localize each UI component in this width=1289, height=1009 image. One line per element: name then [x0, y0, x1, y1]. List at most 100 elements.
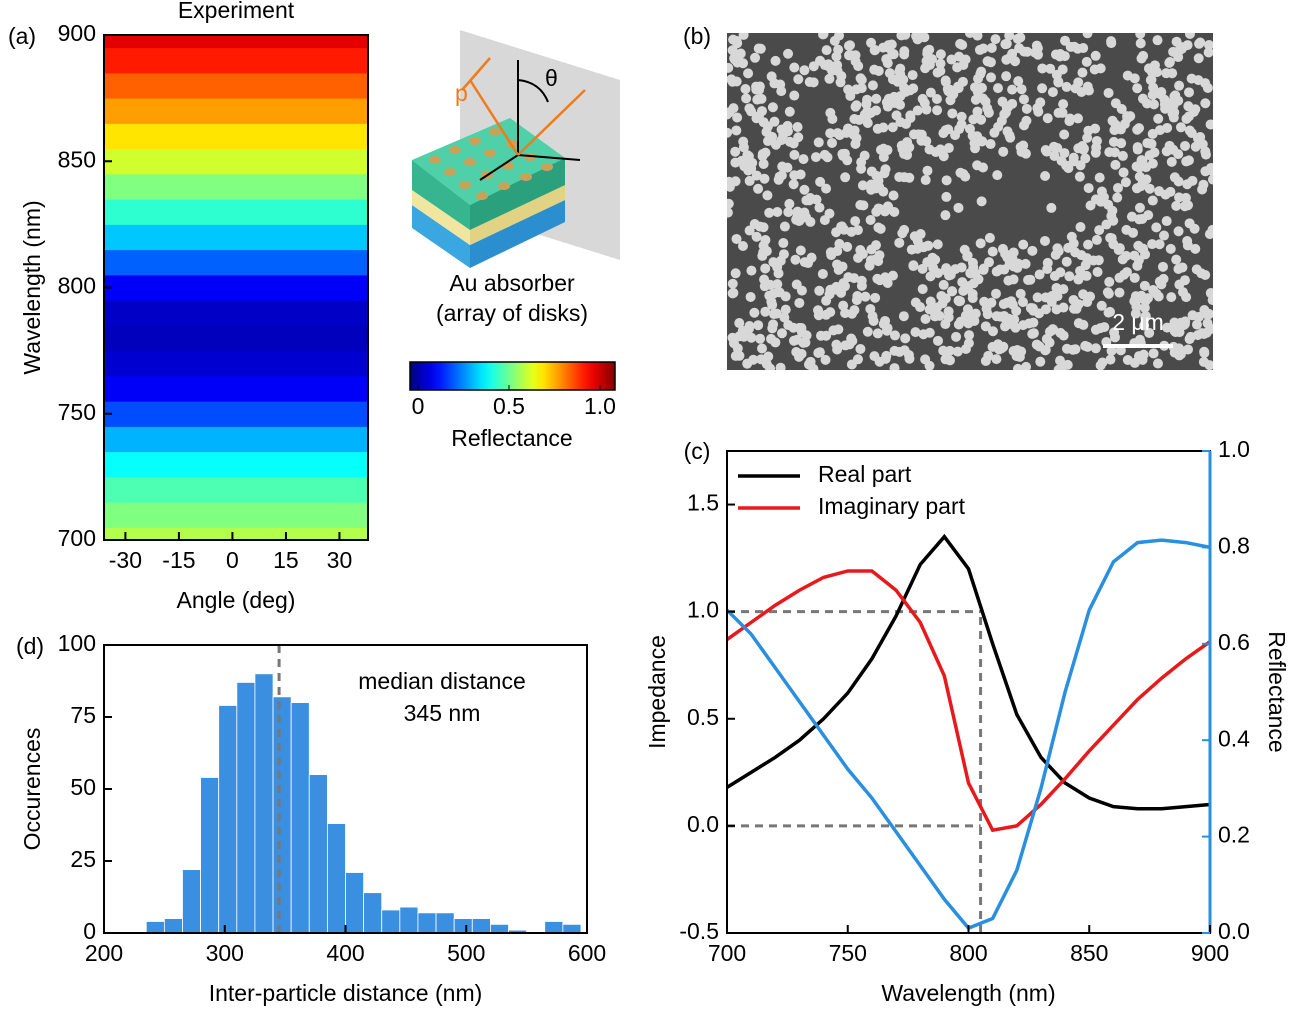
y-tick-label: 700 — [58, 525, 96, 551]
histogram-bar — [145, 921, 165, 934]
y-axis-label: Occurences — [19, 728, 45, 851]
y-axis-label: Impedance — [644, 635, 670, 749]
y-tick-label: 0 — [83, 918, 96, 944]
heat-cell — [104, 224, 368, 251]
x-axis-label: Inter-particle distance (nm) — [209, 980, 483, 1006]
y2-tick-label: 0.8 — [1218, 532, 1250, 558]
histogram-bar — [326, 823, 346, 934]
y2-tick-label: 0.4 — [1218, 725, 1250, 751]
histogram-bar — [308, 774, 328, 934]
y-tick-label: 100 — [58, 630, 96, 656]
heat-cell — [104, 325, 368, 352]
histogram-bar — [544, 921, 564, 934]
panel-label: (b) — [683, 23, 711, 49]
y-tick-label: 900 — [58, 20, 96, 46]
y-tick-label: 75 — [70, 702, 96, 728]
x-tick-label: 750 — [829, 940, 867, 966]
heat-cell — [104, 47, 368, 74]
histogram-bar — [345, 872, 365, 934]
legend-label: Imaginary part — [818, 493, 966, 519]
y-tick-label: 0.5 — [687, 704, 719, 730]
heat-cell — [104, 350, 368, 377]
plot-frame — [726, 450, 1211, 934]
colorbar-label: Reflectance — [451, 425, 572, 451]
x-tick-label: 800 — [949, 940, 987, 966]
y2-tick-label: 0.0 — [1218, 918, 1250, 944]
heat-cell — [104, 451, 368, 478]
y2-axis-label: Reflectance — [1264, 631, 1289, 752]
y-tick-label: -0.5 — [679, 918, 719, 944]
y-tick-label: 750 — [58, 399, 96, 425]
histogram-bar — [218, 705, 238, 934]
heat-cell — [104, 401, 368, 427]
schematic — [412, 30, 620, 268]
x-tick-label: 300 — [206, 940, 244, 966]
x-tick-label: 850 — [1070, 940, 1108, 966]
x-tick-label: 30 — [327, 547, 353, 573]
series-line — [726, 533, 1211, 811]
chart-title: Experiment — [178, 0, 295, 23]
heat-cell — [104, 527, 368, 541]
colorbar-tick-label: 1.0 — [584, 393, 616, 419]
x-tick-label: -30 — [109, 547, 142, 573]
heat-cell — [104, 274, 368, 301]
x-axis-label: Wavelength (nm) — [881, 980, 1055, 1006]
series-line — [725, 569, 1212, 833]
colorbar — [409, 361, 616, 391]
legend-label: Real part — [818, 461, 912, 487]
x-tick-label: 600 — [568, 940, 606, 966]
y2-tick-label: 0.2 — [1218, 822, 1250, 848]
histogram-bar — [182, 869, 202, 934]
heat-cell — [104, 300, 368, 326]
x-tick-label: 15 — [273, 547, 299, 573]
heat-cell — [104, 148, 368, 175]
histogram-bar — [272, 696, 292, 934]
annotation: median distance — [358, 668, 526, 694]
histogram-bar — [200, 777, 220, 934]
histogram-bar — [471, 918, 491, 934]
histogram-bar — [417, 912, 437, 934]
y-tick-label: 1.0 — [687, 597, 719, 623]
inset-caption: Au absorber — [449, 270, 575, 296]
histogram-bar — [290, 702, 310, 934]
heat-cell — [104, 199, 368, 225]
heat-cell — [104, 249, 368, 276]
histogram-bar — [399, 906, 419, 934]
panel-label: (a) — [8, 23, 36, 49]
heat-cell — [104, 35, 368, 49]
polarization-label: p — [455, 80, 468, 106]
y-tick-label: 1.5 — [687, 490, 719, 516]
colorbar-tick-label: 0 — [412, 393, 425, 419]
x-tick-label: 200 — [85, 940, 123, 966]
histogram-bar — [363, 892, 383, 934]
x-tick-label: 900 — [1191, 940, 1229, 966]
heat-cell — [104, 72, 368, 99]
histogram-bar — [435, 912, 455, 934]
y-tick-label: 0.0 — [687, 811, 719, 837]
y2-tick-label: 1.0 — [1218, 436, 1250, 462]
heat-cell — [104, 375, 368, 402]
x-tick-label: 400 — [326, 940, 364, 966]
x-tick-label: 0 — [226, 547, 239, 573]
inset-caption: (array of disks) — [436, 300, 588, 326]
heat-cell — [104, 123, 368, 150]
scale-bar-label: 2 μm — [1112, 309, 1164, 335]
series-line — [725, 538, 1211, 931]
histogram-bar — [453, 918, 473, 934]
histogram-bar — [236, 682, 256, 934]
annotation: 345 nm — [404, 700, 481, 726]
sem-image — [727, 33, 1213, 370]
histogram-bar — [163, 918, 183, 934]
heat-cell — [104, 426, 368, 453]
histogram-bar — [489, 923, 509, 934]
angle-label: θ — [545, 65, 558, 91]
y-tick-label: 850 — [58, 146, 96, 172]
histogram-bar — [562, 923, 582, 934]
x-tick-label: 500 — [447, 940, 485, 966]
y-tick-label: 25 — [70, 846, 96, 872]
heat-cell — [104, 173, 368, 200]
histogram-bar — [254, 673, 274, 934]
panel-label: (c) — [684, 438, 711, 464]
y-axis-label: Wavelength (nm) — [19, 200, 45, 374]
